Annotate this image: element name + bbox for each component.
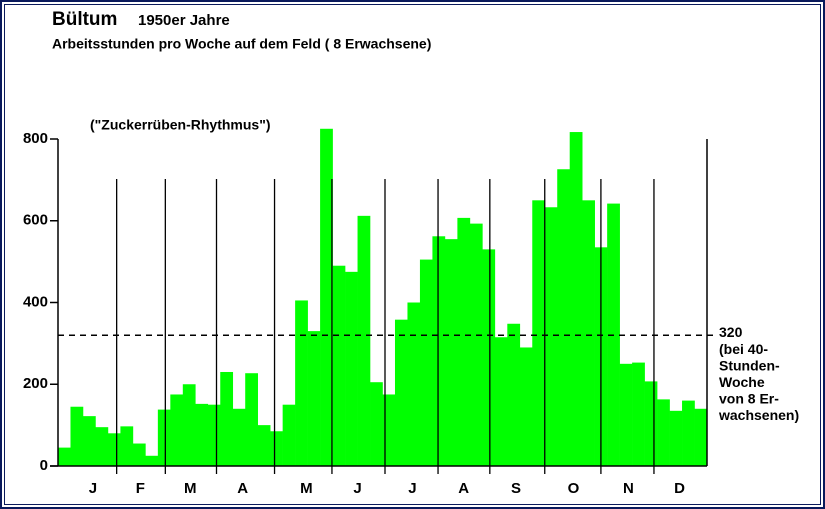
bar — [320, 128, 333, 466]
bar — [157, 409, 171, 466]
bar — [569, 132, 583, 466]
bar — [507, 323, 521, 466]
bar — [145, 455, 159, 466]
bar — [295, 300, 308, 466]
x-tick-label: J — [89, 480, 97, 497]
chart-title: Bültum — [52, 9, 117, 30]
bar — [482, 249, 496, 466]
bar — [257, 425, 271, 466]
y-tick-label: 800 — [23, 130, 48, 147]
chart-subtitle: Arbeitsstunden pro Woche auf dem Feld ( … — [52, 36, 431, 52]
bar — [120, 426, 134, 466]
x-tick-label: A — [458, 480, 469, 497]
reference-note: von 8 Er- — [719, 390, 779, 406]
bar — [282, 404, 296, 466]
bar — [619, 363, 633, 466]
bar — [382, 394, 396, 466]
bar — [220, 371, 234, 466]
reference-note: wachsenen) — [718, 407, 799, 423]
bar — [494, 337, 508, 466]
bar — [632, 362, 645, 466]
annotation: ("Zuckerrüben-Rhythmus") — [90, 117, 271, 133]
bar — [394, 319, 408, 466]
x-tick-label: M — [184, 480, 197, 497]
bar — [682, 400, 695, 466]
reference-note: (bei 40- — [719, 341, 768, 357]
bar — [182, 384, 196, 466]
bar — [532, 200, 546, 466]
y-tick-label: 0 — [40, 457, 48, 474]
bar — [694, 408, 708, 466]
bar — [582, 200, 595, 466]
x-tick-label: S — [511, 480, 521, 497]
x-tick-label: D — [674, 480, 685, 497]
bar — [82, 416, 96, 466]
reference-label: 320 — [719, 324, 743, 340]
bar — [195, 403, 209, 466]
bar — [95, 427, 109, 466]
bar — [432, 236, 446, 466]
bar — [132, 443, 146, 466]
x-tick-label: J — [353, 480, 361, 497]
bar — [207, 404, 221, 466]
x-tick-label: M — [300, 480, 313, 497]
bar — [407, 302, 421, 466]
bar — [444, 239, 458, 466]
x-tick-label: F — [136, 480, 145, 497]
bar — [357, 215, 371, 466]
bar — [270, 431, 283, 466]
bar — [345, 271, 358, 466]
chart-title-suffix: 1950er Jahre — [138, 12, 230, 29]
x-tick-label: O — [568, 480, 580, 497]
bar — [232, 408, 246, 466]
y-tick-label: 600 — [23, 212, 48, 229]
x-tick-label: A — [237, 480, 248, 497]
reference-note: Woche — [719, 374, 765, 390]
bar — [370, 382, 383, 466]
x-tick-label: N — [623, 480, 634, 497]
y-tick-label: 200 — [23, 375, 48, 392]
bar — [70, 406, 84, 466]
y-tick-label: 400 — [23, 293, 48, 310]
bar — [58, 447, 71, 466]
bar — [469, 223, 483, 466]
bar — [419, 259, 433, 466]
bar — [170, 394, 184, 466]
x-tick-label: J — [408, 480, 416, 497]
bar — [657, 399, 670, 466]
bar — [307, 331, 321, 466]
bar — [644, 381, 658, 466]
bar — [557, 169, 571, 466]
bar — [519, 347, 533, 466]
reference-note: Stunden- — [719, 357, 780, 373]
bar — [245, 373, 258, 466]
bar — [457, 217, 471, 466]
bar — [332, 265, 346, 466]
bar — [669, 410, 683, 466]
bar — [107, 433, 121, 466]
bar — [544, 207, 558, 467]
